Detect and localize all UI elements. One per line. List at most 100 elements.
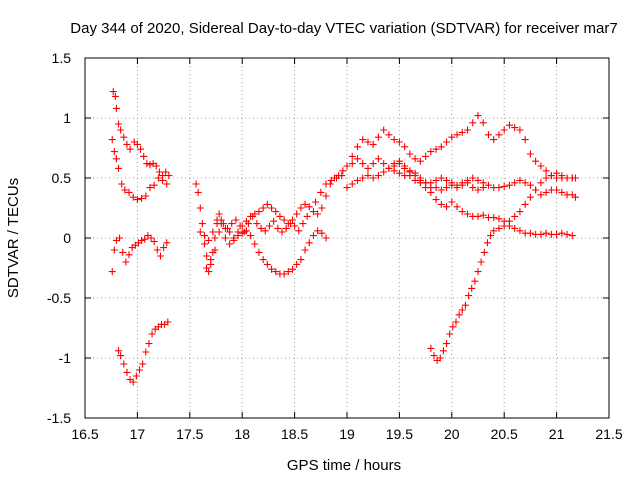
data-point [521,200,529,208]
data-point [458,128,466,136]
data-point [219,220,227,228]
data-point [314,210,322,218]
data-point [537,179,545,187]
data-point [148,330,156,338]
data-point [129,378,137,386]
data-point [521,136,529,144]
data-point [274,224,282,232]
data-point [338,172,346,180]
x-tick-label: 21.5 [595,426,622,442]
data-point [125,251,133,259]
x-axis: 16.5 17 17.5 18 18.5 19 19.5 20 20.5 21 21.5 [71,58,623,442]
data-point [479,211,487,219]
data-point [286,220,294,228]
data-point [289,216,297,224]
data-point [205,268,213,276]
data-point [416,157,424,165]
data-point [385,131,393,139]
data-point [479,119,487,127]
data-point [280,270,288,278]
data-point [474,176,482,184]
data-point [474,268,482,276]
data-point [215,228,223,236]
data-point [138,194,146,202]
data-point [234,232,242,240]
data-point [348,152,356,160]
data-point [437,200,445,208]
data-point [443,138,451,146]
data-point [236,222,244,230]
x-tick-label: 20 [444,426,460,442]
data-point [464,126,472,134]
data-point [353,176,361,184]
data-point [317,188,325,196]
data-point [301,246,309,254]
data-point [443,176,451,184]
data-point [483,239,491,247]
data-point [526,181,534,189]
data-point [511,179,519,187]
data-point [297,204,305,212]
data-point [495,131,503,139]
data-point [333,174,341,182]
y-tick-label: 1.5 [52,50,72,66]
data-point [211,234,219,242]
data-point [348,160,356,168]
data-point [359,174,367,182]
data-point [109,88,117,96]
data-point [542,188,550,196]
data-point [322,180,330,188]
data-point [422,152,430,160]
data-point [120,360,128,368]
data-point [516,227,524,235]
data-point [401,162,409,170]
y-tick-label: -1.5 [47,410,71,426]
data-point [455,311,463,319]
data-point [203,252,211,260]
data-point [270,217,278,225]
series-track-k [427,169,576,364]
data-point [146,184,154,192]
data-point [132,372,140,380]
data-point [118,180,126,188]
data-point [490,136,498,144]
data-point [268,265,276,273]
data-point [140,152,148,160]
data-point [196,204,204,212]
data-point [133,140,141,148]
data-point [120,133,128,141]
data-point [309,232,317,240]
series-track-a [109,88,173,180]
data-point [312,198,320,206]
data-point [395,138,403,146]
data-point [253,220,261,228]
data-point [479,179,487,187]
data-point [521,179,529,187]
data-point [138,236,146,244]
data-point [303,212,311,220]
data-point [471,277,479,285]
data-point [500,182,508,190]
data-point [318,204,326,212]
data-point [369,174,377,182]
data-point [369,140,377,148]
data-point [305,239,313,247]
data-point [547,172,555,180]
data-point [116,234,124,242]
data-point [477,258,485,266]
x-tick-label: 17 [130,426,146,442]
data-point [406,167,414,175]
data-point [297,256,305,264]
data-point [406,150,414,158]
grid [85,58,609,418]
x-tick-label: 17.5 [176,426,203,442]
data-point [198,220,206,228]
data-point [272,208,280,216]
data-point [537,230,545,238]
data-point [542,167,550,175]
data-point [282,224,290,232]
data-point [532,186,540,194]
data-point [240,228,248,236]
data-point [112,155,120,163]
data-point [299,220,307,228]
